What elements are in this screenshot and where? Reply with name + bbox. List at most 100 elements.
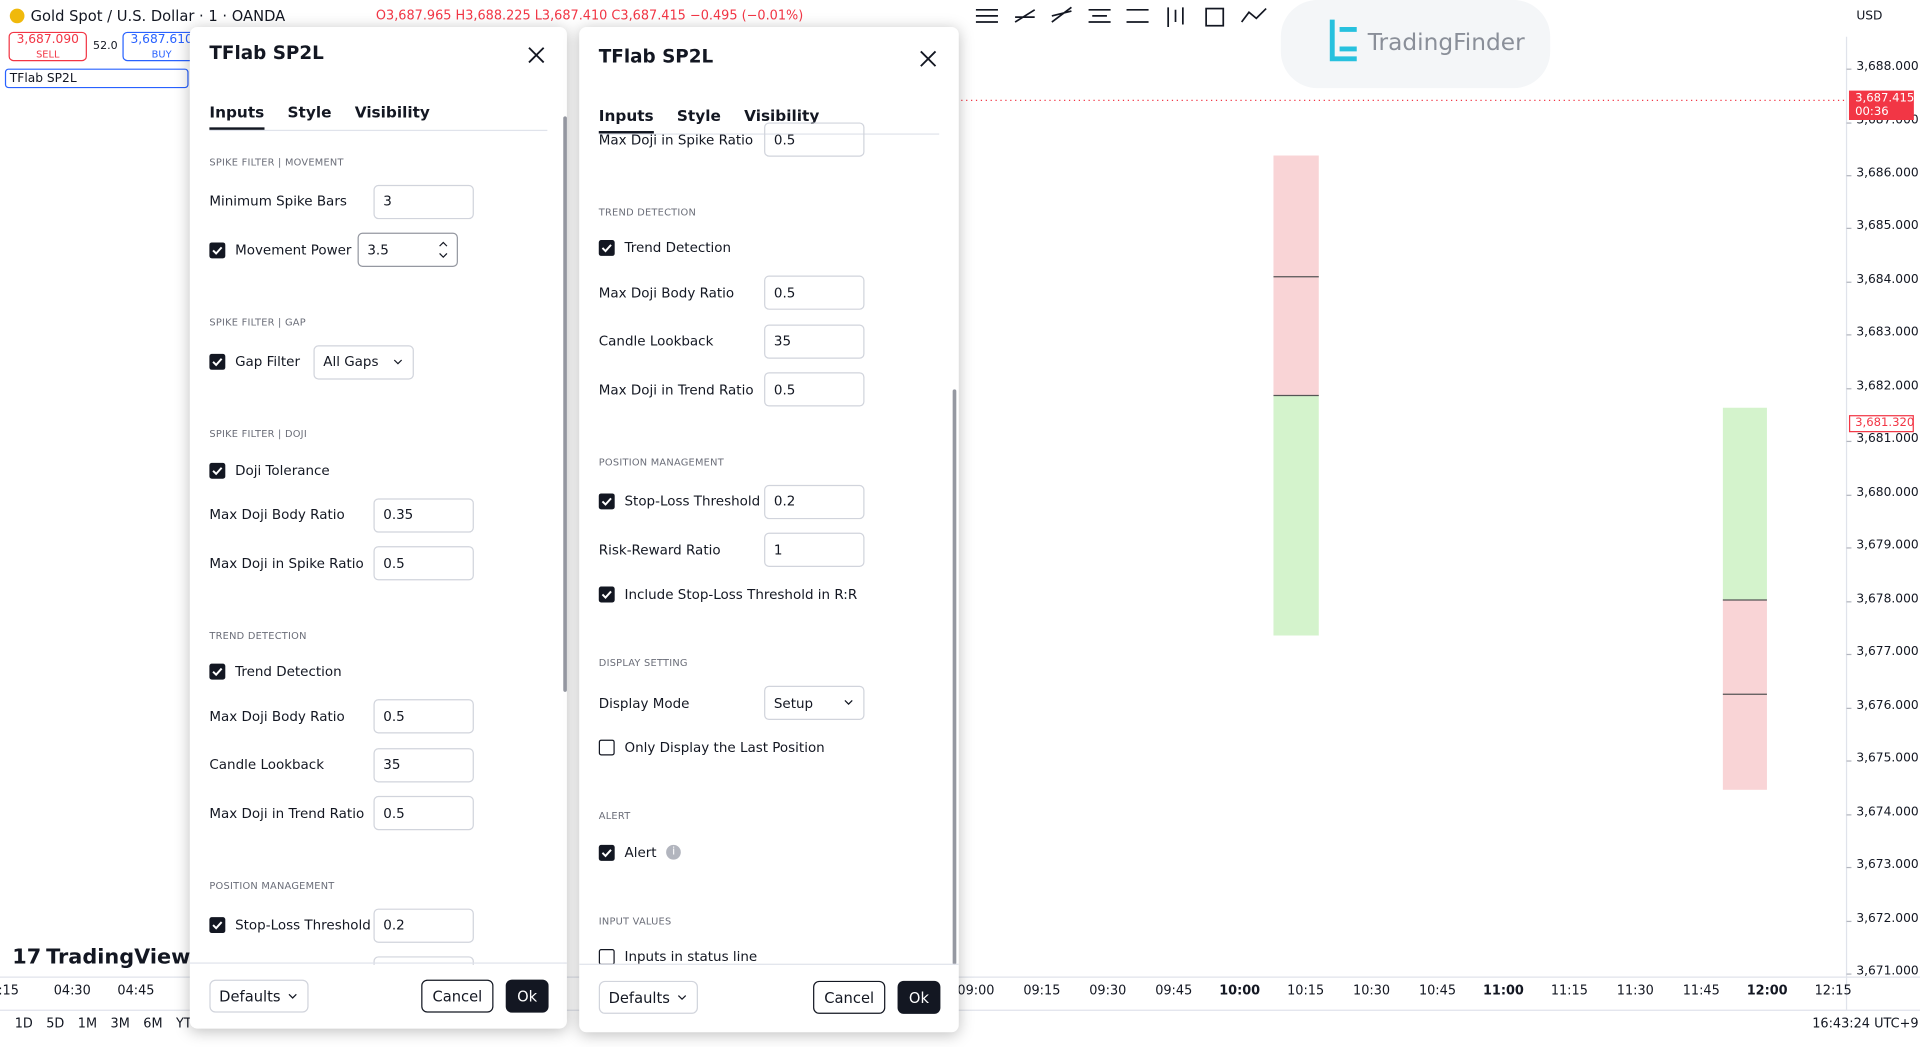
setting-row: Max Doji in Trend Ratio 0.5 bbox=[599, 366, 949, 414]
text-input[interactable]: 35 bbox=[373, 747, 474, 783]
currency: USD bbox=[1856, 9, 1883, 24]
setting-row: Movement Power 3.5 bbox=[209, 226, 557, 274]
section-label: TREND DETECTION bbox=[209, 630, 307, 642]
y-tick-label: 3,672.000 bbox=[1856, 911, 1919, 926]
setting-label: Max Doji in Spike Ratio bbox=[209, 555, 364, 572]
checkbox[interactable] bbox=[598, 739, 615, 756]
ok-button[interactable]: Ok bbox=[897, 980, 941, 1014]
input-value: 0.2 bbox=[383, 917, 405, 934]
countdown: 00:36 bbox=[1855, 104, 1889, 119]
checkbox[interactable] bbox=[209, 462, 226, 479]
setting-row: Max Doji Body Ratio 0.35 bbox=[209, 491, 557, 539]
text-input[interactable]: 0.5 bbox=[373, 699, 474, 734]
x-tick-label: 11:15 bbox=[1550, 983, 1588, 998]
section-header: TREND DETECTION bbox=[209, 620, 557, 652]
range-button[interactable]: 1D bbox=[14, 1016, 33, 1032]
section-header: DISPLAY SETTING bbox=[599, 647, 949, 679]
dropdown[interactable]: Setup bbox=[764, 686, 865, 721]
tab[interactable]: Inputs bbox=[598, 102, 654, 134]
defaults-button[interactable]: Defaults bbox=[598, 980, 698, 1014]
checkbox[interactable] bbox=[209, 354, 226, 371]
x-tick-label: 10:00 bbox=[1219, 983, 1261, 998]
input-value: Setup bbox=[773, 695, 814, 712]
setting-label: Minimum Spike Bars bbox=[209, 193, 347, 210]
tab[interactable]: Inputs bbox=[209, 98, 265, 130]
section-label: TREND DETECTION bbox=[598, 206, 697, 218]
x-tick-label: 11:45 bbox=[1682, 983, 1720, 998]
tab[interactable]: Style bbox=[676, 106, 721, 125]
text-input[interactable]: 0.5 bbox=[764, 275, 865, 311]
input-value: 0.5 bbox=[383, 805, 405, 822]
range-button[interactable]: 3M bbox=[110, 1016, 130, 1032]
setting-row: Max Doji in Spike Ratio 0.5 bbox=[209, 539, 557, 587]
range-bar: 1D 5D 1M 3M 6M YTD bbox=[15, 1016, 202, 1031]
close-button[interactable] bbox=[920, 49, 937, 67]
text-input[interactable]: 0.5 bbox=[764, 372, 865, 407]
input-value: All Gaps bbox=[323, 354, 379, 371]
checkbox[interactable] bbox=[598, 586, 615, 603]
section-header: SPIKE FILTER | MOVEMENT bbox=[209, 146, 557, 178]
text-input[interactable]: 3.5 bbox=[357, 232, 458, 268]
x-tick-label: 10:30 bbox=[1353, 983, 1391, 998]
text-input[interactable]: 1 bbox=[373, 956, 474, 965]
input-value: 0.5 bbox=[773, 285, 796, 301]
tick-mark bbox=[1846, 494, 1852, 496]
spread: 52.0 bbox=[93, 40, 118, 53]
text-input[interactable]: 0.5 bbox=[373, 546, 474, 581]
y-tick-label: 3,674.000 bbox=[1856, 805, 1919, 819]
x-tick-label: 12:00 bbox=[1746, 983, 1788, 998]
setting-row: Max Doji in Trend Ratio 0.5 bbox=[209, 789, 557, 837]
checkbox[interactable] bbox=[598, 493, 615, 510]
text-input[interactable]: 1 bbox=[764, 532, 865, 568]
range-button[interactable]: 1M bbox=[77, 1016, 98, 1032]
input-value: 0.5 bbox=[383, 555, 405, 572]
indicator-legend[interactable]: TFlab SP2L bbox=[4, 68, 189, 89]
text-input[interactable]: 0.35 bbox=[373, 498, 474, 533]
checkbox[interactable] bbox=[598, 844, 615, 861]
text-input[interactable]: 3 bbox=[373, 184, 474, 219]
close-button[interactable] bbox=[528, 45, 545, 64]
tab[interactable]: Visibility bbox=[354, 102, 430, 122]
section-header: POSITION MANAGEMENT bbox=[209, 869, 557, 901]
sell-button[interactable]: 3,687.090 SELL bbox=[8, 31, 87, 62]
y-tick-label: 3,676.000 bbox=[1856, 698, 1919, 713]
setting-row: Gap Filter All Gaps bbox=[209, 338, 557, 386]
settings-dialog: TFlab SP2L Inputs Style Visibility SPIKE FIL… bbox=[189, 26, 567, 1029]
cancel-button[interactable]: Cancel bbox=[813, 980, 886, 1014]
section-label: DISPLAY SETTING bbox=[598, 657, 688, 669]
setting-row: Inputs in status line bbox=[598, 937, 949, 966]
cancel-button[interactable]: Cancel bbox=[421, 979, 494, 1013]
defaults-button[interactable]: Defaults bbox=[209, 979, 309, 1013]
setting-row: Max Doji Body Ratio 0.5 bbox=[599, 269, 949, 317]
dropdown[interactable]: All Gaps bbox=[313, 345, 414, 380]
text-input[interactable]: 0.5 bbox=[764, 122, 865, 158]
text-input[interactable]: 35 bbox=[764, 324, 865, 359]
tab[interactable]: Style bbox=[287, 102, 332, 122]
checkbox[interactable] bbox=[209, 663, 226, 680]
tick-mark bbox=[1846, 600, 1852, 603]
tick-mark bbox=[1846, 121, 1852, 124]
x-tick-label: :15 bbox=[0, 983, 19, 998]
text-input[interactable]: 0.2 bbox=[764, 484, 865, 519]
setting-label: Max Doji Body Ratio bbox=[209, 708, 345, 725]
checkbox[interactable] bbox=[209, 242, 226, 259]
tick-mark bbox=[1846, 281, 1852, 283]
range-button[interactable]: 6M bbox=[143, 1016, 163, 1032]
symbol: Gold Spot / U.S. Dollar · 1 · OANDA bbox=[30, 7, 286, 25]
text-input[interactable]: 0.5 bbox=[373, 796, 474, 831]
text-input[interactable]: 0.2 bbox=[373, 908, 474, 943]
input-value: 0.5 bbox=[773, 381, 796, 398]
setting-row: Only Display the Last Position bbox=[598, 727, 949, 768]
setting-row: Include Stop-Loss Threshold in R:R bbox=[598, 574, 949, 615]
checkbox[interactable] bbox=[209, 917, 226, 934]
setting-label: Max Doji in Trend Ratio bbox=[209, 805, 365, 822]
input-value: 35 bbox=[773, 333, 792, 350]
tab[interactable]: Visibility bbox=[744, 106, 820, 125]
y-tick-label: 3,684.000 bbox=[1856, 272, 1919, 287]
ok-button[interactable]: Ok bbox=[505, 979, 549, 1013]
y-tick-label: 3,673.000 bbox=[1856, 858, 1919, 872]
drawing-toolbar bbox=[975, 6, 1267, 27]
range-button[interactable]: 5D bbox=[46, 1016, 65, 1032]
checkbox[interactable] bbox=[598, 240, 615, 257]
